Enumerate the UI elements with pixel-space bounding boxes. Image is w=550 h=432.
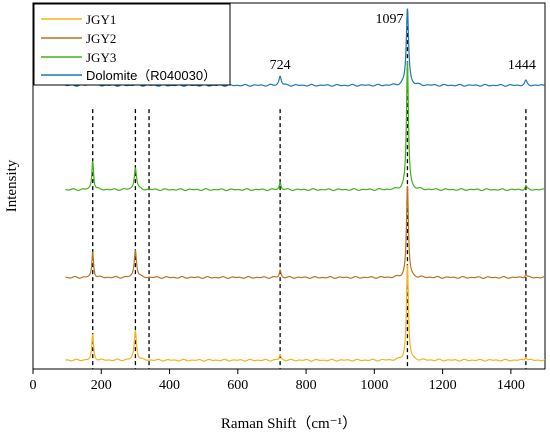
legend-item-dolomite: Dolomite（R040030） xyxy=(41,68,216,83)
x-tick-label-0: 0 xyxy=(30,378,37,393)
x-tick-label-200: 200 xyxy=(91,378,112,393)
legend-label-jgy1: JGY1 xyxy=(86,12,116,27)
x-tick-label-1200: 1200 xyxy=(429,378,457,393)
legend-box xyxy=(33,3,231,86)
legend-item-jgy3: JGY3 xyxy=(41,50,116,65)
x-tick-label-400: 400 xyxy=(159,378,180,393)
legend-label-dolomite: Dolomite（R040030） xyxy=(86,68,216,83)
x-tick-label-1000: 1000 xyxy=(360,378,388,393)
x-tick-label-1400: 1400 xyxy=(497,378,525,393)
y-axis-title: Intensity xyxy=(4,159,20,212)
series-line-jgy1 xyxy=(65,264,546,362)
x-axis-ticks: 0 200 400 600 800 1000 1200 1400 xyxy=(30,369,525,393)
peak-label-724: 724 xyxy=(270,58,291,73)
x-tick-label-600: 600 xyxy=(227,378,248,393)
series-line-jgy2 xyxy=(65,185,546,279)
x-tick-label-800: 800 xyxy=(296,378,317,393)
plot-frame xyxy=(32,2,546,370)
peak-label-1097: 1097 xyxy=(375,12,403,27)
legend: JGY1 JGY2 JGY3 Dolomite（R040030） xyxy=(33,3,231,86)
x-axis-title: Raman Shift（cm⁻¹） xyxy=(221,415,357,432)
peak-label-1444: 1444 xyxy=(508,58,536,73)
legend-item-jgy1: JGY1 xyxy=(41,12,116,27)
legend-label-jgy3: JGY3 xyxy=(86,50,116,65)
legend-item-jgy2: JGY2 xyxy=(41,31,116,46)
legend-label-jgy2: JGY2 xyxy=(86,31,116,46)
series-line-jgy3 xyxy=(65,61,546,192)
